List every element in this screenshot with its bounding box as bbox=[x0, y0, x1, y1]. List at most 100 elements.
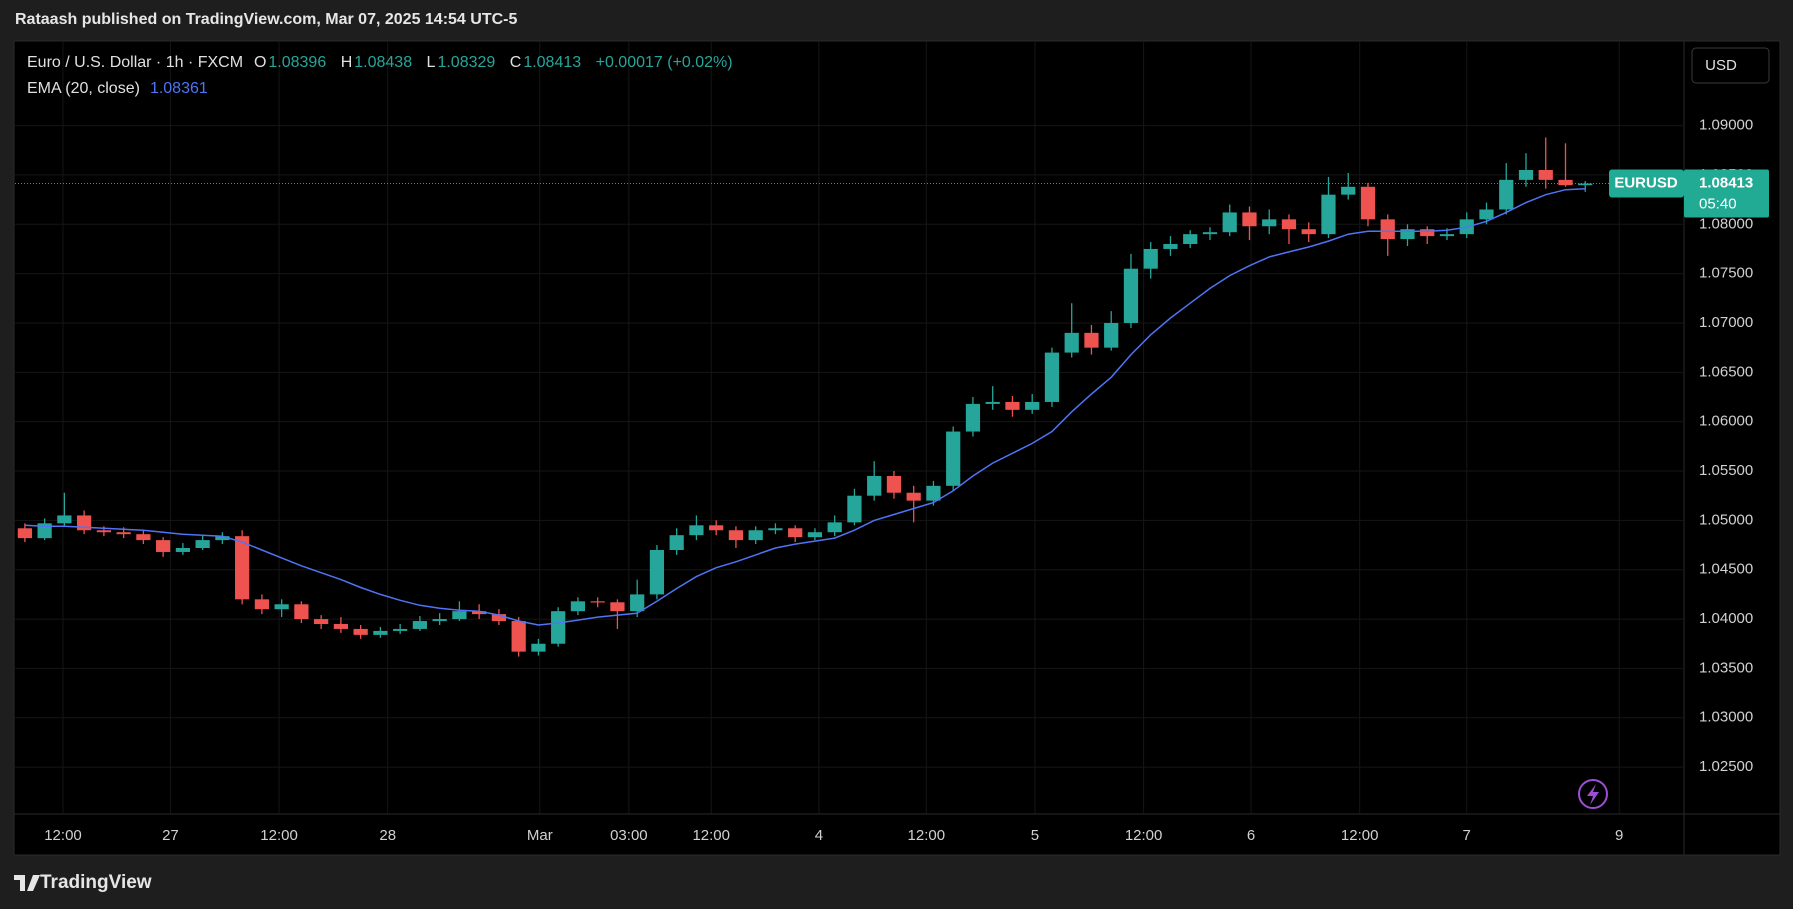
candle-body bbox=[175, 548, 190, 552]
chart-panel bbox=[13, 40, 1781, 856]
candle-body bbox=[1104, 322, 1119, 348]
y-tick-label: 1.09000 bbox=[1699, 117, 1753, 134]
candle-body bbox=[551, 611, 566, 644]
y-tick-label: 1.04500 bbox=[1699, 561, 1753, 578]
x-tick-label: 7 bbox=[1463, 827, 1471, 844]
candle-body bbox=[294, 604, 309, 620]
x-tick-label: 4 bbox=[815, 827, 823, 844]
candle-body bbox=[886, 475, 902, 493]
y-tick-label: 1.04000 bbox=[1699, 610, 1753, 627]
candle-body bbox=[1321, 194, 1336, 235]
y-tick-label: 1.06000 bbox=[1699, 413, 1753, 430]
x-tick-label: 27 bbox=[162, 827, 179, 844]
candle-body bbox=[1499, 179, 1514, 210]
candle-body bbox=[926, 485, 941, 501]
candle-body bbox=[1558, 179, 1573, 186]
candle-body bbox=[531, 643, 546, 652]
candle-body bbox=[274, 604, 289, 610]
candle-body bbox=[1222, 212, 1237, 233]
candle-body bbox=[472, 611, 487, 615]
ohlc-value: 1.08396 bbox=[268, 54, 327, 71]
candle-body bbox=[1123, 268, 1139, 323]
ohlc-key: L bbox=[426, 54, 436, 71]
candle-body bbox=[432, 619, 447, 622]
x-tick-label: 5 bbox=[1031, 827, 1039, 844]
candle-body bbox=[1360, 186, 1376, 220]
candle-body bbox=[1301, 229, 1316, 235]
ohlc-key: C bbox=[509, 54, 522, 71]
candle-body bbox=[1578, 183, 1593, 186]
brand: TradingView bbox=[14, 872, 152, 894]
candle-body bbox=[1064, 332, 1079, 353]
candle-body bbox=[748, 530, 763, 541]
candle-body bbox=[1242, 212, 1257, 227]
change: +0.00017 (+0.02%) bbox=[595, 54, 733, 71]
x-tick-label: 6 bbox=[1247, 827, 1255, 844]
x-tick-label: 12:00 bbox=[692, 827, 730, 844]
lightning-icon[interactable] bbox=[1578, 779, 1608, 809]
x-tick-label: 9 bbox=[1615, 827, 1623, 844]
candle-body bbox=[1281, 219, 1297, 230]
candle-body bbox=[985, 401, 1000, 404]
candle-body bbox=[116, 532, 131, 535]
candle-body bbox=[788, 528, 803, 538]
currency: USD bbox=[1705, 57, 1737, 74]
y-tick-label: 1.06500 bbox=[1699, 363, 1753, 380]
x-tick-label: 12:00 bbox=[1125, 827, 1163, 844]
symbol-title: Euro / U.S. Dollar · 1h · FXCM bbox=[27, 54, 244, 71]
candle-body bbox=[1005, 401, 1020, 410]
ema-line bbox=[24, 187, 1586, 626]
y-tick-label: 1.03000 bbox=[1699, 709, 1753, 726]
plot bbox=[15, 137, 1684, 657]
y-tick-label: 1.05000 bbox=[1699, 511, 1753, 528]
y-tick-label: 1.07000 bbox=[1699, 314, 1753, 331]
y-tick-label: 1.07500 bbox=[1699, 265, 1753, 282]
candle-body bbox=[314, 619, 329, 625]
candle-body bbox=[1380, 219, 1395, 240]
candle-body bbox=[1262, 219, 1277, 227]
brand-logo bbox=[14, 875, 40, 891]
candle-body bbox=[254, 599, 270, 610]
candle-body bbox=[412, 621, 428, 629]
candle-body bbox=[1202, 232, 1218, 235]
y-tick-label: 1.02500 bbox=[1699, 758, 1753, 775]
candle-body bbox=[96, 530, 111, 533]
candle-body bbox=[1538, 169, 1553, 180]
candle-body bbox=[965, 403, 981, 432]
candle-body bbox=[491, 614, 507, 622]
ohlc-key: O bbox=[253, 54, 267, 71]
candle-body bbox=[215, 536, 230, 541]
candle-body bbox=[1439, 234, 1455, 237]
candle-body bbox=[946, 431, 961, 486]
ohlc-key: H bbox=[340, 54, 353, 71]
candle-body bbox=[511, 621, 526, 652]
x-tick-label: Mar bbox=[527, 827, 553, 844]
symbol-tag bbox=[1609, 169, 1684, 198]
candle-body bbox=[807, 532, 823, 538]
candle-body bbox=[827, 522, 842, 533]
candle-body bbox=[689, 525, 704, 536]
candle-body bbox=[195, 540, 210, 549]
grid bbox=[15, 41, 1684, 814]
candle-body bbox=[1084, 332, 1099, 348]
candle-body bbox=[393, 628, 408, 631]
candle-body bbox=[570, 601, 586, 612]
candle-body bbox=[669, 535, 684, 550]
indicator-name: EMA (20, close) bbox=[27, 80, 140, 97]
x-tick-label: 12:00 bbox=[908, 827, 946, 844]
currency-box[interactable] bbox=[1691, 47, 1770, 84]
candle-body bbox=[373, 630, 388, 635]
legend-indicator: EMA (20, close) 1.08361 bbox=[27, 80, 210, 98]
candle-body bbox=[728, 530, 744, 541]
candle-body bbox=[768, 528, 783, 531]
x-tick-label: 28 bbox=[379, 827, 396, 844]
candle-body bbox=[156, 540, 171, 552]
candle-body bbox=[136, 534, 151, 541]
brand-name: TradingView bbox=[40, 872, 152, 893]
candle-body bbox=[1025, 401, 1040, 410]
candle-body bbox=[1044, 352, 1060, 402]
candle-body bbox=[353, 628, 368, 635]
candle-body bbox=[867, 475, 882, 496]
